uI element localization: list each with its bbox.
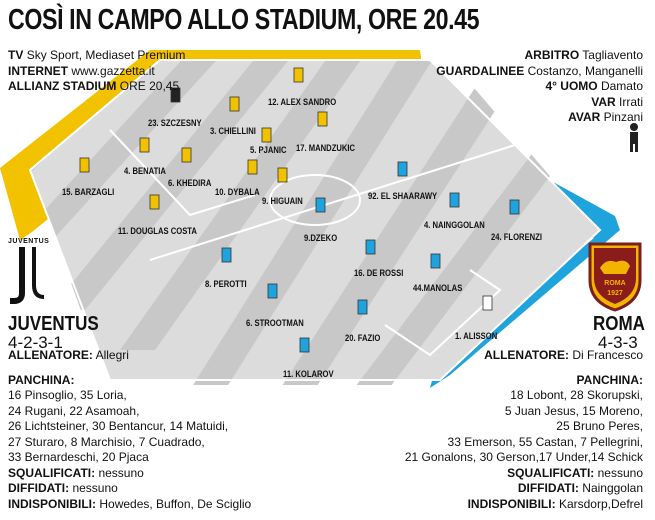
- officials-info: ARBITRO Tagliavento GUARDALINEE Costanzo…: [436, 48, 643, 124]
- player-label: 17. MANDZUKIC: [296, 143, 356, 153]
- juventus-module: 4-2-3-1: [8, 333, 63, 352]
- roma-crest-year: 1927: [607, 290, 623, 297]
- player-label: 11. KOLAROV: [283, 369, 334, 379]
- broadcast-info: TV Sky Sport, Mediaset Premium INTERNET …: [8, 48, 186, 93]
- referee-icon: [630, 123, 638, 152]
- roma-details: ALLENATORE: Di Francesco PANCHINA: 18 Lo…: [404, 348, 643, 511]
- player-label: 9.DZEKO: [304, 233, 338, 243]
- player-label: 10. DYBALA: [215, 187, 260, 197]
- player-label: 1. ALISSON: [455, 331, 498, 341]
- player-label: 3. CHIELLINI: [210, 126, 256, 136]
- roma-crest-label: ROMA: [604, 280, 626, 287]
- player-label: 24. FLORENZI: [491, 232, 543, 242]
- player-label: 5. PJANIC: [250, 145, 287, 155]
- player-label: 6. KHEDIRA: [168, 178, 212, 188]
- player-label: 11. DOUGLAS COSTA: [118, 226, 197, 236]
- roma-module: 4-3-3: [598, 333, 638, 352]
- page-title: COSÌ IN CAMPO ALLO STADIUM, ORE 20.45: [8, 4, 480, 36]
- player-label: 12. ALEX SANDRO: [268, 97, 337, 107]
- juventus-logo: JUVENTUS: [8, 238, 54, 310]
- roma-players: [221, 161, 520, 353]
- player-label: 23. SZCZESNY: [148, 118, 202, 128]
- player-label: 6. STROOTMAN: [246, 318, 304, 328]
- player-label: 4. BENATIA: [124, 166, 166, 176]
- roma-logo: ROMA 1927: [586, 240, 644, 312]
- player-label: 92. EL SHAARAWY: [368, 191, 438, 201]
- player-label: 44.MANOLAS: [413, 283, 463, 293]
- player-label: 20. FAZIO: [345, 333, 381, 343]
- juventus-players: [79, 67, 328, 210]
- juventus-name: JUVENTUS: [8, 313, 99, 335]
- player-label: 4. NAINGGOLAN: [424, 220, 485, 230]
- roma-name: ROMA: [593, 313, 645, 335]
- player-label: 16. DE ROSSI: [354, 268, 404, 278]
- player-label: 9. HIGUAIN: [262, 196, 303, 206]
- player-label: 15. BARZAGLI: [62, 187, 115, 197]
- juventus-details: ALLENATORE: Allegri PANCHINA: 16 Pinsogl…: [8, 348, 252, 511]
- player-label: 8. PEROTTI: [205, 279, 247, 289]
